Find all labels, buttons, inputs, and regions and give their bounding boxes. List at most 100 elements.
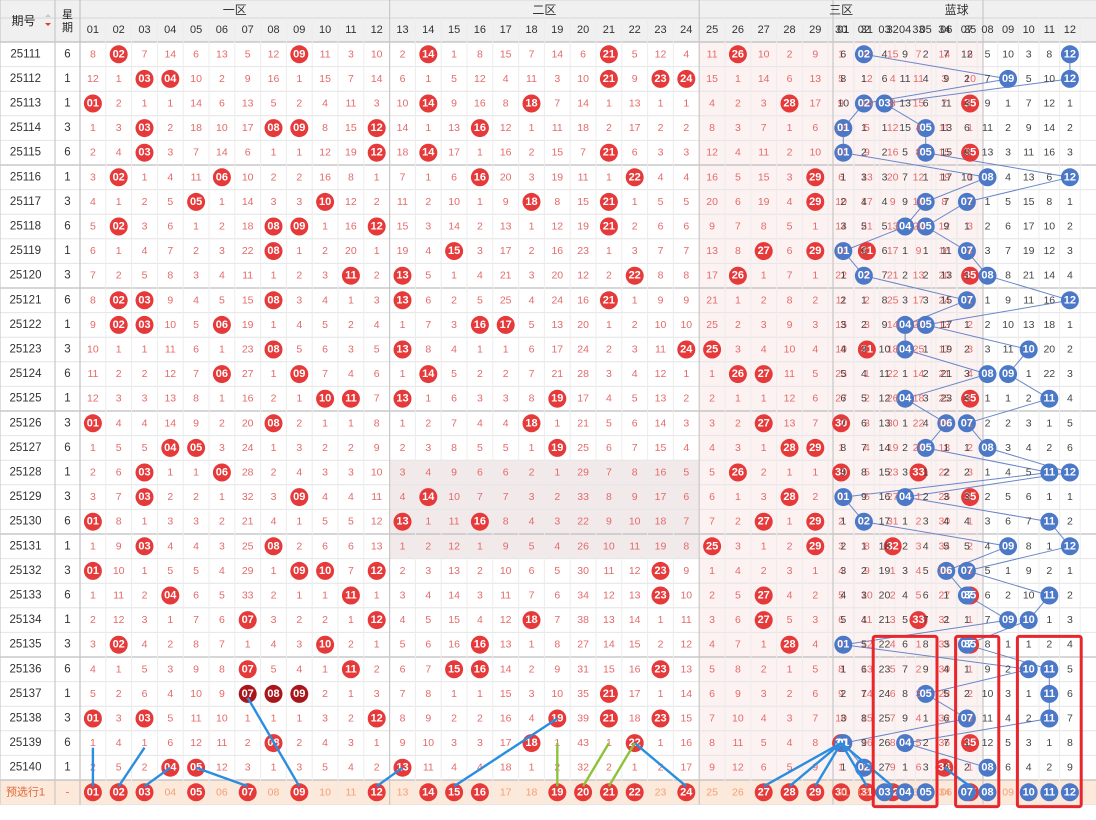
red-ball[interactable] <box>135 69 154 88</box>
red-ball[interactable] <box>651 709 670 728</box>
blue-ball[interactable] <box>896 340 915 359</box>
blue-ball[interactable] <box>957 586 976 605</box>
period-cell[interactable]: 25114 <box>10 122 42 134</box>
blue-ball[interactable] <box>1019 611 1038 630</box>
prediction-red-ball[interactable] <box>367 783 386 802</box>
period-cell[interactable]: 25121 <box>10 294 42 306</box>
red-ball[interactable] <box>264 119 283 138</box>
red-ball[interactable] <box>806 192 825 211</box>
blue-ball[interactable] <box>937 561 956 580</box>
period-cell[interactable]: 25134 <box>10 614 43 626</box>
red-ball[interactable] <box>264 291 283 310</box>
red-ball[interactable] <box>316 561 335 580</box>
blue-ball[interactable] <box>978 168 997 187</box>
red-ball[interactable] <box>832 414 851 433</box>
blue-ball[interactable] <box>1040 512 1059 531</box>
red-ball[interactable] <box>290 217 309 236</box>
blue-ball[interactable] <box>896 315 915 334</box>
red-ball[interactable] <box>316 192 335 211</box>
red-ball[interactable] <box>625 266 644 285</box>
red-ball[interactable] <box>857 242 876 261</box>
blue-ball[interactable] <box>999 365 1018 384</box>
prediction-red-ball[interactable] <box>109 783 128 802</box>
period-cell[interactable]: 25117 <box>10 196 41 208</box>
blue-ball[interactable] <box>957 414 976 433</box>
sort-caret-icon[interactable] <box>45 23 51 26</box>
blue-ball[interactable] <box>896 217 915 236</box>
blue-ball[interactable] <box>999 537 1018 556</box>
blue-ball[interactable] <box>1040 389 1059 408</box>
red-ball[interactable] <box>393 340 412 359</box>
red-ball[interactable] <box>522 94 541 113</box>
red-ball[interactable] <box>651 586 670 605</box>
red-ball[interactable] <box>264 340 283 359</box>
red-ball[interactable] <box>316 635 335 654</box>
prediction-red-ball[interactable] <box>754 783 773 802</box>
prediction-red-ball[interactable] <box>445 783 464 802</box>
prediction-blue-ball[interactable] <box>896 783 915 802</box>
red-ball[interactable] <box>806 242 825 261</box>
red-ball[interactable] <box>599 684 618 703</box>
blue-ball[interactable] <box>978 758 997 777</box>
red-ball[interactable] <box>754 512 773 531</box>
red-ball[interactable] <box>264 414 283 433</box>
blue-ball[interactable] <box>834 143 853 162</box>
prediction-blue-ball[interactable] <box>978 783 997 802</box>
red-ball[interactable] <box>83 709 102 728</box>
red-ball[interactable] <box>290 561 309 580</box>
red-ball[interactable] <box>135 537 154 556</box>
red-ball[interactable] <box>161 438 180 457</box>
red-ball[interactable] <box>625 168 644 187</box>
red-ball[interactable] <box>470 315 489 334</box>
red-ball[interactable] <box>135 119 154 138</box>
red-ball[interactable] <box>367 217 386 236</box>
blue-ball[interactable] <box>1040 709 1059 728</box>
red-ball[interactable] <box>496 315 515 334</box>
red-ball[interactable] <box>341 389 360 408</box>
red-ball[interactable] <box>780 635 799 654</box>
red-ball[interactable] <box>470 168 489 187</box>
prediction-blue-ball[interactable] <box>1040 783 1059 802</box>
red-ball[interactable] <box>367 709 386 728</box>
period-cell[interactable]: 25123 <box>10 344 42 356</box>
prediction-red-ball[interactable] <box>83 783 102 802</box>
red-ball[interactable] <box>522 611 541 630</box>
red-ball[interactable] <box>341 266 360 285</box>
red-ball[interactable] <box>832 463 851 482</box>
blue-ball[interactable] <box>1060 69 1079 88</box>
red-ball[interactable] <box>522 192 541 211</box>
prediction-red-ball[interactable] <box>187 783 206 802</box>
period-cell[interactable]: 25140 <box>10 762 42 774</box>
red-ball[interactable] <box>187 192 206 211</box>
period-cell[interactable]: 25135 <box>10 639 42 651</box>
period-cell[interactable]: 25128 <box>10 467 42 479</box>
red-ball[interactable] <box>806 512 825 531</box>
period-cell[interactable]: 25138 <box>10 713 42 725</box>
red-ball[interactable] <box>135 488 154 507</box>
red-ball[interactable] <box>393 512 412 531</box>
red-ball[interactable] <box>109 291 128 310</box>
red-ball[interactable] <box>651 660 670 679</box>
blue-ball[interactable] <box>957 635 976 654</box>
red-ball[interactable] <box>109 635 128 654</box>
prediction-blue-ball[interactable] <box>875 783 894 802</box>
red-ball[interactable] <box>135 709 154 728</box>
red-ball[interactable] <box>83 94 102 113</box>
blue-ball[interactable] <box>999 69 1018 88</box>
red-ball[interactable] <box>599 143 618 162</box>
red-ball[interactable] <box>599 192 618 211</box>
red-ball[interactable] <box>754 414 773 433</box>
blue-ball[interactable] <box>854 94 873 113</box>
red-ball[interactable] <box>470 512 489 531</box>
red-ball[interactable] <box>599 217 618 236</box>
red-ball[interactable] <box>548 389 567 408</box>
blue-ball[interactable] <box>1040 660 1059 679</box>
red-ball[interactable] <box>677 69 696 88</box>
period-cell[interactable]: 25130 <box>10 516 42 528</box>
blue-ball[interactable] <box>834 488 853 507</box>
blue-ball[interactable] <box>1019 340 1038 359</box>
blue-ball[interactable] <box>834 242 853 261</box>
red-ball[interactable] <box>754 611 773 630</box>
prediction-red-ball[interactable] <box>806 783 825 802</box>
red-ball[interactable] <box>728 266 747 285</box>
